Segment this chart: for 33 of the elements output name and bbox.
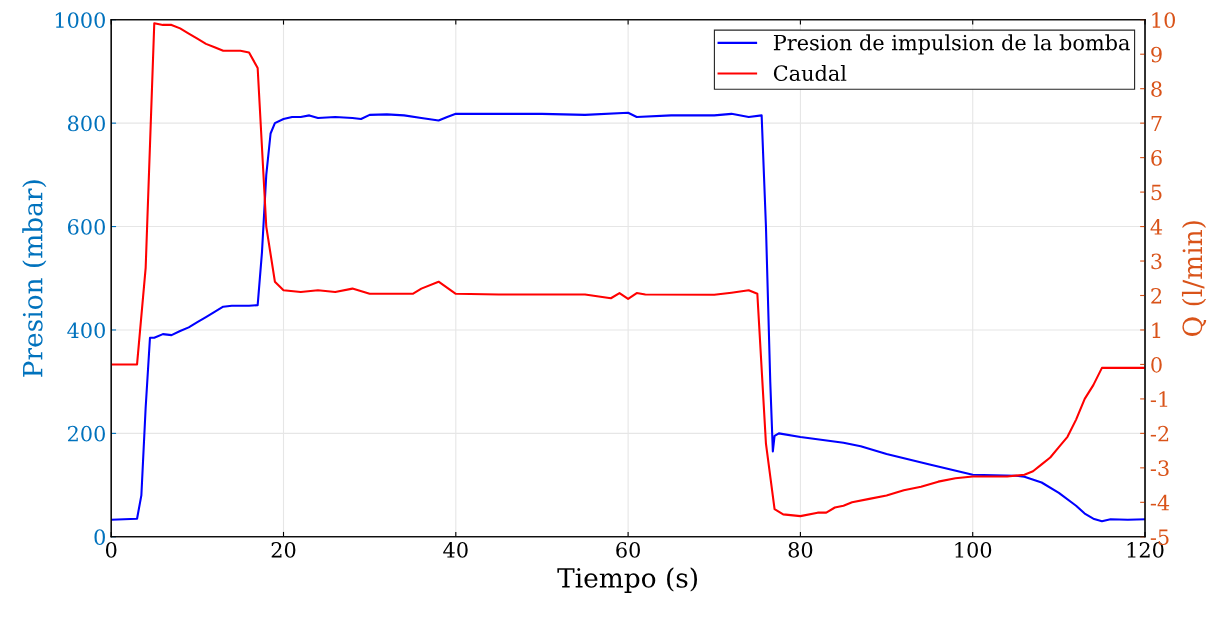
y2-tick-label: 7 <box>1151 115 1162 132</box>
y2-tick-label: -4 <box>1150 494 1170 511</box>
y-tick-label: 200 <box>67 425 105 442</box>
y2-tick-label: 8 <box>1151 81 1162 97</box>
y2-tick-label: 4 <box>1150 219 1163 235</box>
y2-tick-label: 1 <box>1152 322 1161 338</box>
y-tick-label: 400 <box>67 322 105 339</box>
y-tick-label: 1000 <box>55 12 105 28</box>
x-tick-label: 60 <box>616 542 640 558</box>
legend-label: Caudal <box>773 64 847 82</box>
y2-axis-title: Q (l/min) <box>1181 221 1207 336</box>
x-tick-label: 80 <box>788 542 813 558</box>
y2-tick-label: 2 <box>1151 287 1162 304</box>
x-tick-label: 40 <box>443 542 468 558</box>
y-tick-label: 600 <box>67 219 105 235</box>
x-axis-title: Tiempo (s) <box>557 567 698 593</box>
y2-tick-label: -2 <box>1150 425 1169 442</box>
x-tick-label: 20 <box>271 542 296 558</box>
y2-tick-label: 9 <box>1151 46 1162 63</box>
y2-tick-label: -1 <box>1150 391 1168 407</box>
y2-tick-label: 5 <box>1151 184 1162 201</box>
y2-tick-label: 0 <box>1151 356 1162 373</box>
y2-tick-label: 3 <box>1151 253 1162 270</box>
y-axis-title: Presion (mbar) <box>22 180 47 377</box>
x-tick-label: 100 <box>955 542 992 558</box>
x-tick-label: 0 <box>105 542 117 558</box>
line-series <box>111 111 1146 523</box>
y2-tick-label: 10 <box>1152 12 1175 28</box>
y2-tick-label: -3 <box>1150 460 1169 477</box>
y-tick-label: 800 <box>67 115 105 132</box>
y-tick-label: 0 <box>94 529 105 545</box>
legend-label: Presion de impulsion de la bomba <box>773 34 1130 55</box>
y2-tick-label: 6 <box>1151 150 1162 166</box>
